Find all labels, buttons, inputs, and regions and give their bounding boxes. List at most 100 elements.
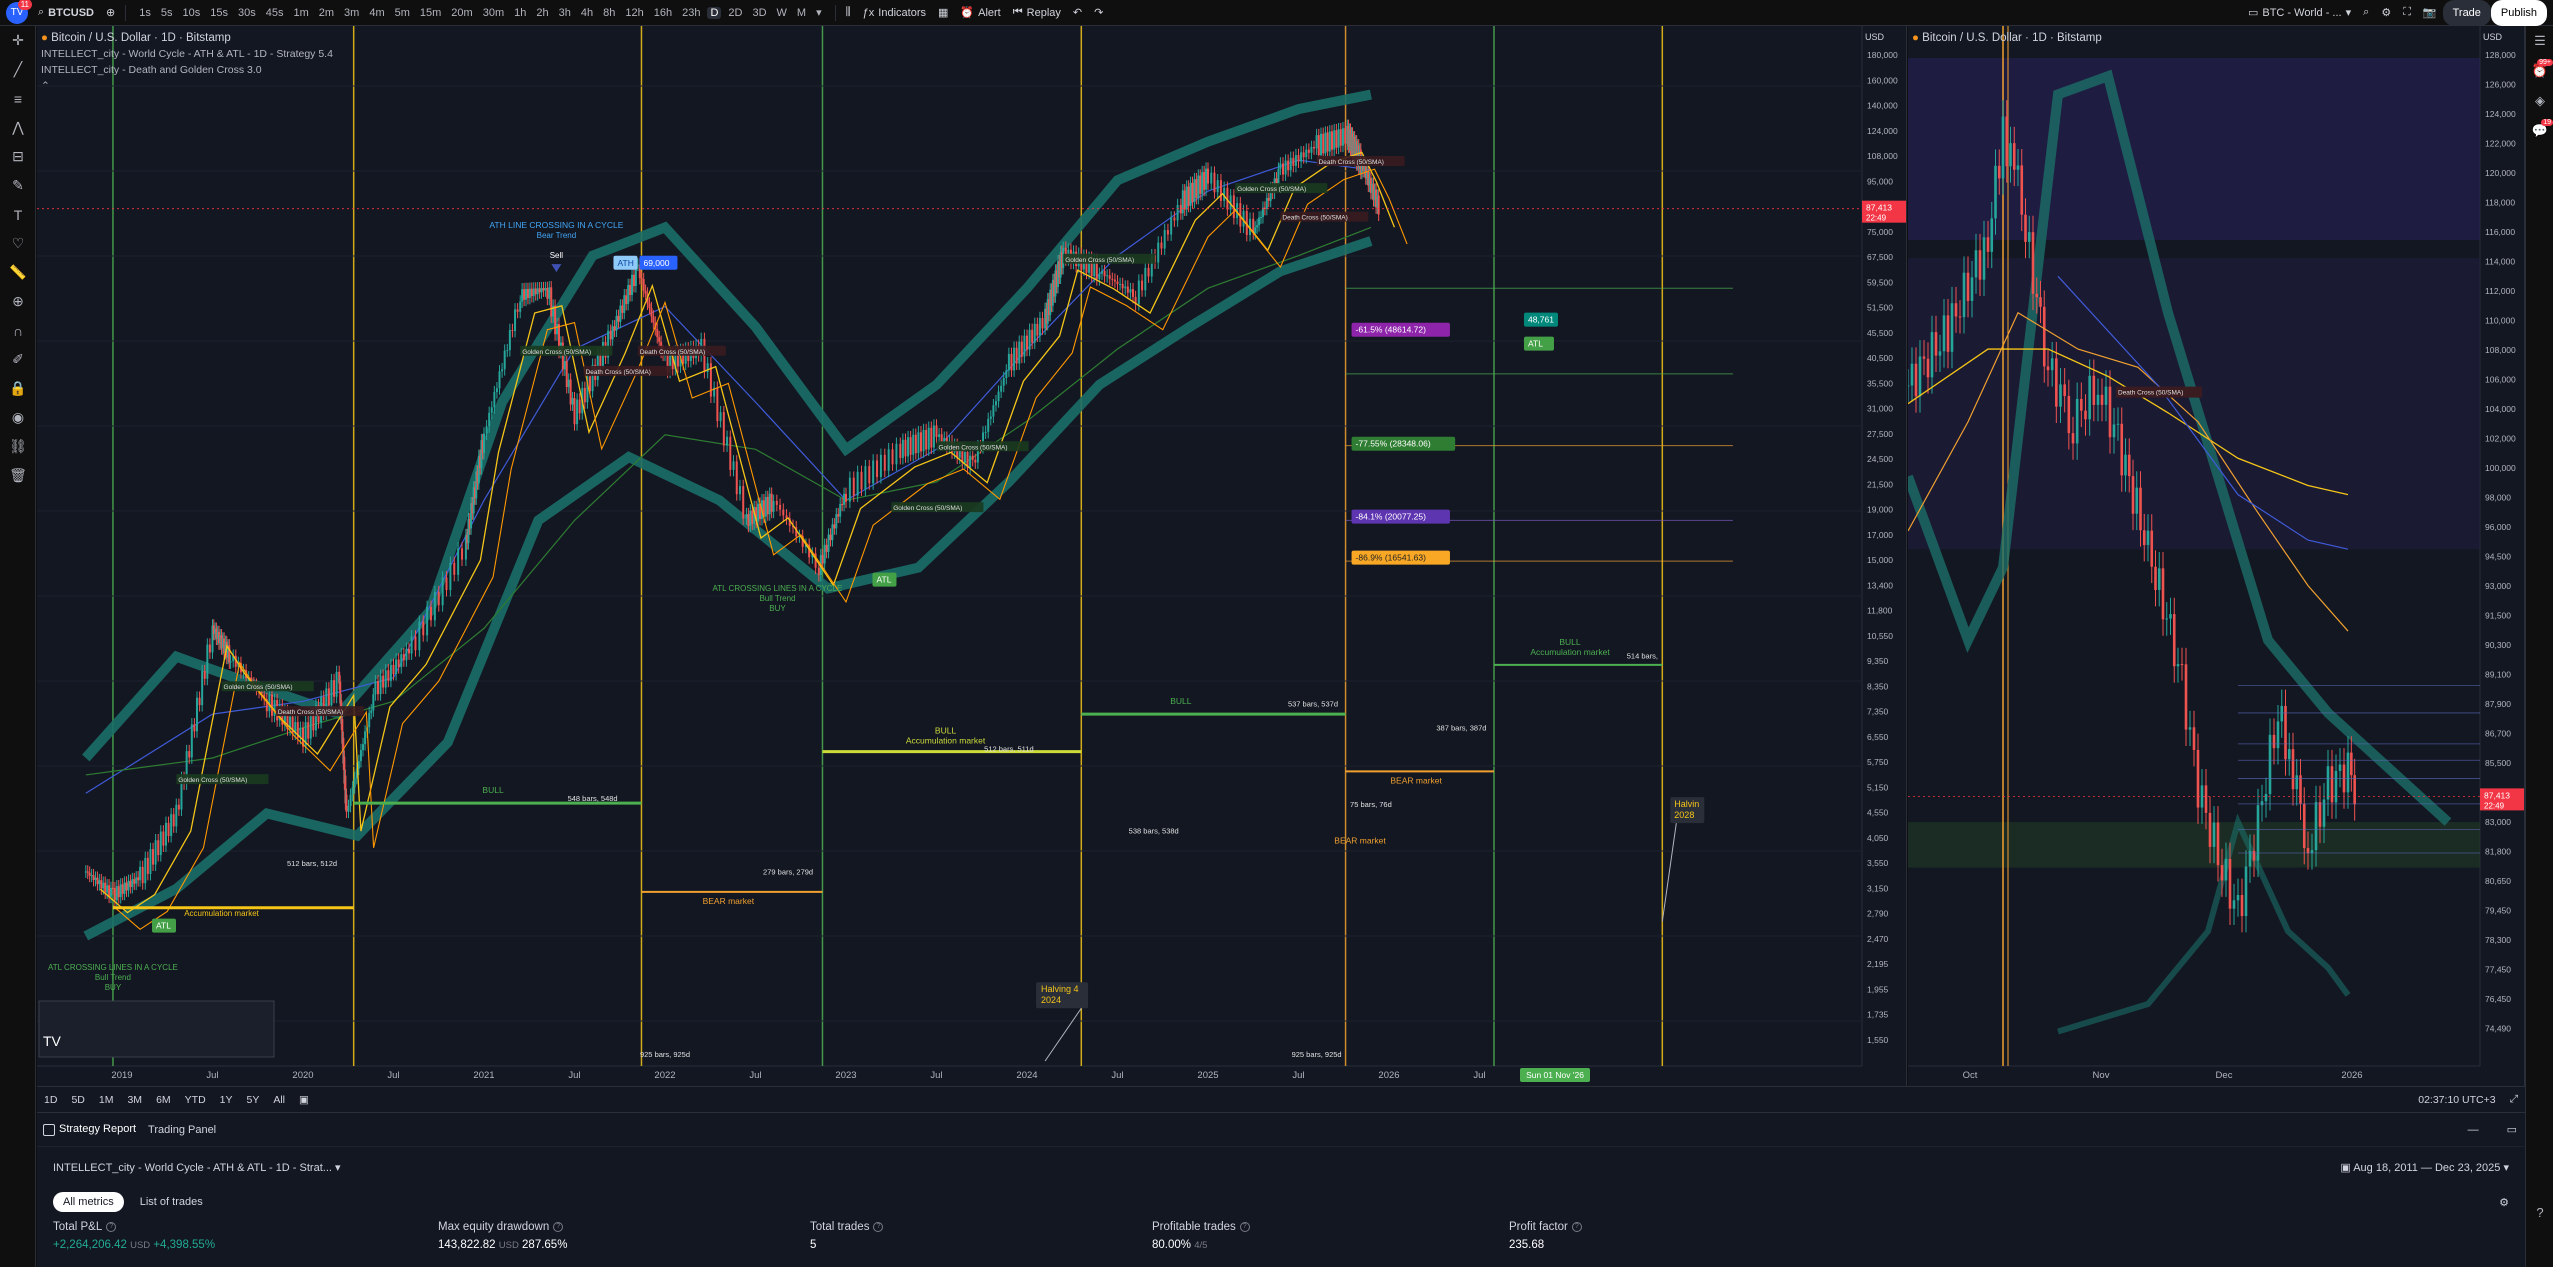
range-3M[interactable]: 3M — [127, 1093, 143, 1106]
range-1D[interactable]: 1D — [44, 1093, 58, 1106]
secondary-chart-pane[interactable]: ● Bitcoin / U.S. Dollar · 1D · Bitstamp … — [1908, 26, 2525, 1086]
interval-5m[interactable]: 5m — [394, 6, 410, 19]
quick-search-button[interactable]: ⌕ — [2357, 0, 2375, 26]
alerts-panel-button[interactable]: ⏰ 99+ — [2526, 56, 2553, 86]
interval-W[interactable]: W — [776, 6, 787, 19]
interval-45s[interactable]: 45s — [265, 6, 284, 19]
tab-strategy-report[interactable]: Strategy Report — [43, 1123, 136, 1136]
magnet-tool[interactable]: ∩ — [0, 316, 36, 345]
replay-button[interactable]: ⏮ Replay — [1007, 0, 1067, 26]
auto-scale-button[interactable]: ⤢ — [2503, 1093, 2525, 1106]
interval-1s[interactable]: 1s — [139, 6, 151, 19]
maximize-panel-icon[interactable]: ▭ — [2506, 1124, 2517, 1136]
range-1Y[interactable]: 1Y — [219, 1093, 233, 1106]
interval-2m[interactable]: 2m — [318, 6, 335, 19]
interval-15m[interactable]: 15m — [419, 6, 442, 19]
interval-23h[interactable]: 23h — [682, 6, 701, 19]
interval-D[interactable]: D — [707, 6, 722, 19]
link-tool[interactable]: ⛓ — [0, 432, 36, 461]
settings-icon[interactable]: ⚙ — [2499, 1196, 2509, 1209]
tab-trading-panel[interactable]: Trading Panel — [148, 1123, 217, 1136]
interval-12h[interactable]: 12h — [625, 6, 644, 19]
indicators-button[interactable]: ƒx Indicators — [857, 0, 932, 26]
metric-value-text: 143,822.82 — [438, 1239, 496, 1251]
fib-tool[interactable]: ≡ — [0, 84, 36, 113]
chart-type-button[interactable]: ⫼ — [840, 0, 857, 26]
symbol-search-button[interactable]: ⌕ BTCUSD — [32, 0, 100, 26]
zoom-tool[interactable]: ⊕ — [0, 287, 36, 316]
strategy-select[interactable]: INTELLECT_city - World Cycle - ATH & ATL… — [53, 1161, 341, 1174]
publish-button[interactable]: Publish — [2490, 0, 2547, 26]
chat-button[interactable]: 💬 19 — [2526, 116, 2553, 146]
interval-10s[interactable]: 10s — [182, 6, 201, 19]
trade-button[interactable]: Trade — [2442, 0, 2491, 26]
interval-30s[interactable]: 30s — [237, 6, 256, 19]
layers-button[interactable]: ◈ — [2526, 86, 2553, 116]
interval-8h[interactable]: 8h — [603, 6, 616, 19]
stay-drawing-tool[interactable]: ✐ — [0, 345, 36, 374]
chevron-down-icon[interactable]: ▾ — [816, 7, 822, 19]
interval-2D[interactable]: 2D — [728, 6, 743, 19]
remove-tool[interactable]: 🗑 — [0, 461, 36, 490]
hide-tool[interactable]: ◉ — [0, 403, 36, 432]
info-icon[interactable]: ? — [1571, 1222, 1582, 1232]
info-icon[interactable]: ? — [873, 1222, 884, 1232]
interval-15s[interactable]: 15s — [210, 6, 228, 19]
alert-button[interactable]: ⏰ Alert — [954, 0, 1006, 26]
interval-4h[interactable]: 4h — [580, 6, 594, 19]
templates-button[interactable]: ▦ — [932, 0, 954, 26]
main-chart-pane[interactable]: ● Bitcoin / U.S. Dollar · 1D · Bitstamp … — [37, 26, 1907, 1086]
trendline-tool[interactable]: ╱ — [0, 55, 36, 84]
info-icon[interactable]: ? — [106, 1222, 117, 1232]
info-icon[interactable]: ? — [1239, 1222, 1250, 1232]
interval-20m[interactable]: 20m — [451, 6, 473, 19]
interval-M[interactable]: M — [796, 6, 807, 19]
range-1M[interactable]: 1M — [98, 1093, 114, 1106]
candle-body — [349, 794, 352, 806]
range-5Y[interactable]: 5Y — [246, 1093, 260, 1106]
projection-tool[interactable]: ⊟ — [0, 142, 36, 171]
interval-5s[interactable]: 5s — [160, 6, 173, 19]
minimize-panel-icon[interactable]: — — [2467, 1123, 2479, 1136]
pattern-tool[interactable]: ⋀ — [0, 113, 36, 142]
cross-label-bg — [936, 441, 1029, 452]
range-YTD[interactable]: YTD — [184, 1093, 206, 1106]
interval-2h[interactable]: 2h — [536, 6, 549, 19]
range-All[interactable]: All — [273, 1093, 286, 1106]
clock[interactable]: 02:37:10 UTC+3 — [2418, 1093, 2496, 1106]
layout-select-button[interactable]: ▭ BTC - World - ... ▾ — [2242, 0, 2357, 26]
interval-16h[interactable]: 16h — [653, 6, 673, 19]
interval-30m[interactable]: 30m — [482, 6, 505, 19]
brush-tool[interactable]: ✎ — [0, 171, 36, 200]
watchlist-button[interactable]: ☰ — [2526, 26, 2553, 56]
snapshot-button[interactable]: 📷 — [2417, 0, 2443, 26]
crosshair-tool[interactable]: ✛ — [0, 26, 36, 55]
interval-3h[interactable]: 3h — [558, 6, 571, 19]
fullscreen-button[interactable]: ⛶ — [2397, 0, 2417, 26]
interval-1h[interactable]: 1h — [514, 6, 527, 19]
text-tool[interactable]: T — [0, 200, 36, 229]
info-icon[interactable]: ? — [553, 1222, 564, 1232]
range-5D[interactable]: 5D — [71, 1093, 85, 1106]
range-6M[interactable]: 6M — [156, 1093, 171, 1106]
indicator-legend-1[interactable]: INTELLECT_city - World Cycle - ATH & ATL… — [41, 48, 333, 60]
interval-3D[interactable]: 3D — [752, 6, 767, 19]
date-range-select[interactable]: ▣ Aug 18, 2011 — Dec 23, 2025 ▾ — [2340, 1161, 2509, 1174]
interval-1m[interactable]: 1m — [293, 6, 309, 19]
goto-date-button[interactable]: ▣ — [292, 1094, 316, 1106]
subtab-all-metrics[interactable]: All metrics — [53, 1192, 124, 1212]
interval-4m[interactable]: 4m — [369, 6, 385, 19]
settings-button[interactable]: ⚙ — [2375, 0, 2397, 26]
icon-tool[interactable]: ♡ — [0, 229, 36, 258]
undo-button[interactable]: ↶ — [1067, 0, 1088, 26]
ruler-tool[interactable]: 📏 — [0, 258, 36, 287]
redo-button[interactable]: ↷ — [1088, 0, 1109, 26]
user-avatar[interactable]: TV 11 — [6, 0, 32, 24]
compare-symbol-button[interactable]: ⊕ — [106, 7, 116, 19]
subtab-list-of-trades[interactable]: List of trades — [139, 1196, 203, 1208]
indicator-legend-2[interactable]: INTELLECT_city - Death and Golden Cross … — [41, 64, 262, 76]
lock-tool[interactable]: 🔒 — [0, 374, 36, 403]
collapse-legend-icon[interactable]: ⌃ — [41, 80, 50, 92]
interval-3m[interactable]: 3m — [344, 6, 360, 19]
help-button[interactable]: ? — [2526, 1197, 2553, 1227]
